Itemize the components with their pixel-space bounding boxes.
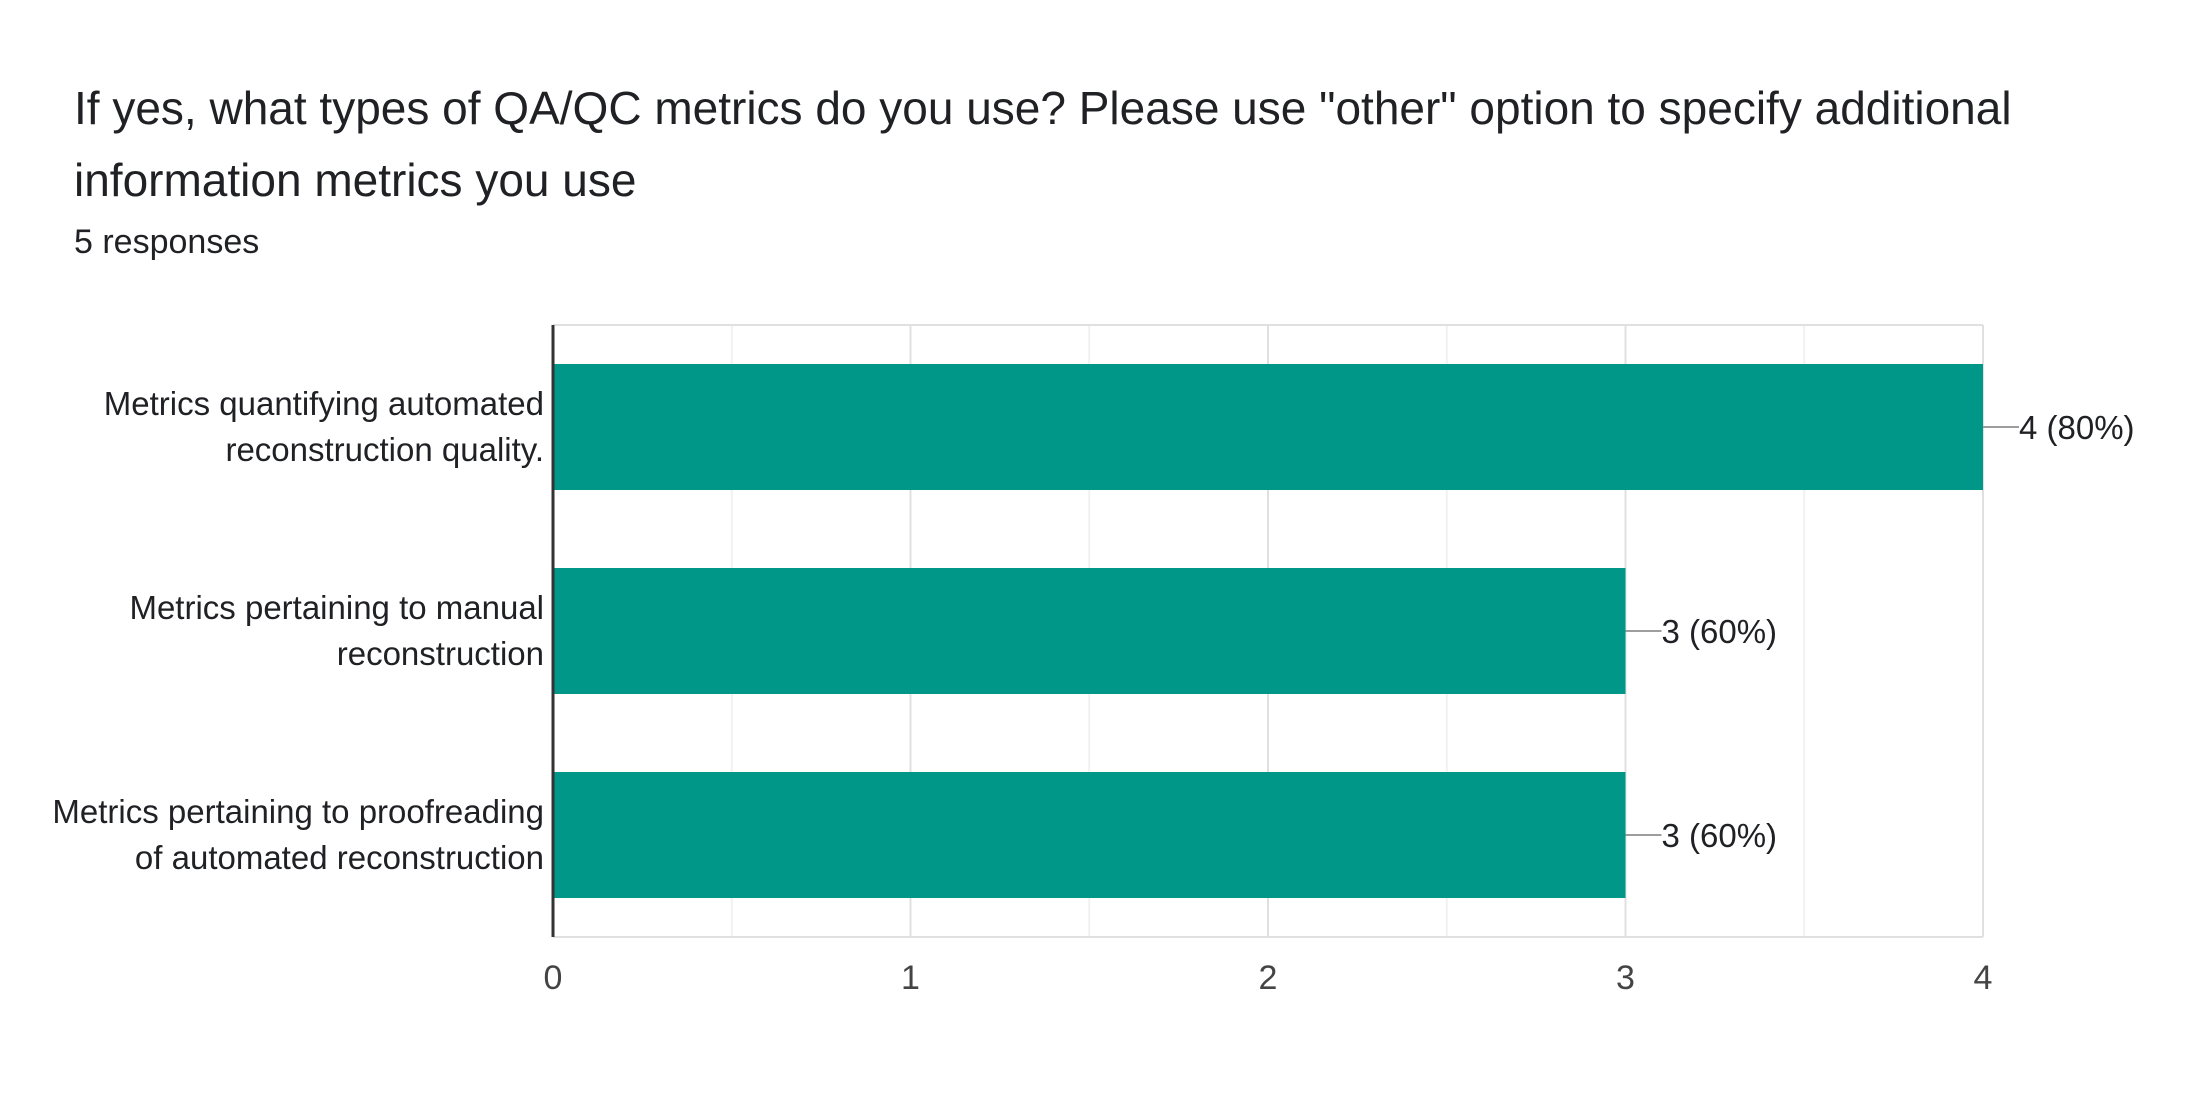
chart-axes: 0 1 2 3 4 <box>544 325 1993 997</box>
category-label-line: Metrics pertaining to manual <box>129 589 544 626</box>
category-label-line: Metrics pertaining to proofreading <box>52 793 544 830</box>
response-count: 5 responses <box>74 223 260 261</box>
bar <box>553 772 1626 898</box>
category-label-line: Metrics quantifying automated <box>104 385 544 422</box>
category-label-line: reconstruction quality. <box>225 431 544 468</box>
data-label: 4 (80%) <box>2019 409 2135 446</box>
x-tick-label: 3 <box>1616 959 1635 997</box>
data-label: 3 (60%) <box>1662 613 1778 650</box>
category-label-line: reconstruction <box>337 635 544 672</box>
chart-labels: 4 (80%) Metrics quantifying automated reco… <box>52 385 2134 876</box>
data-label: 3 (60%) <box>1662 817 1778 854</box>
x-tick-label: 2 <box>1259 959 1278 997</box>
bar <box>553 364 1983 490</box>
bar <box>553 568 1626 694</box>
category-label: Metrics pertaining to proofreading of aut… <box>52 793 544 876</box>
category-label: Metrics pertaining to manual reconstructi… <box>129 589 544 672</box>
category-label-line: of automated reconstruction <box>135 839 544 876</box>
question-title: If yes, what types of QA/QC metrics do y… <box>74 82 2012 206</box>
x-tick-label: 0 <box>544 959 563 997</box>
category-label: Metrics quantifying automated reconstruct… <box>104 385 544 468</box>
chart-bars <box>553 364 1983 898</box>
x-tick-label: 4 <box>1974 959 1993 997</box>
x-tick-label: 1 <box>901 959 920 997</box>
